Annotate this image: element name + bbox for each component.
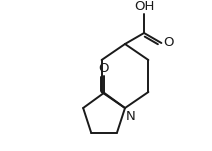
Text: O: O — [98, 62, 108, 75]
Text: OH: OH — [134, 0, 154, 13]
Text: O: O — [163, 37, 174, 50]
Text: N: N — [126, 110, 136, 123]
